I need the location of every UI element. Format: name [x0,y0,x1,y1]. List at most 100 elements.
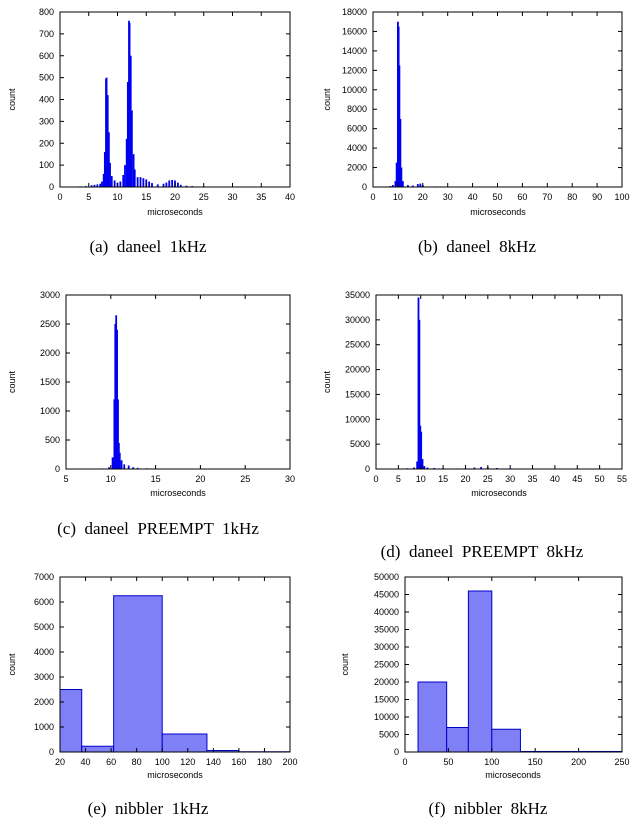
x-tick-label: 100 [155,757,170,767]
histogram-bar [473,467,476,469]
x-tick-label: 40 [550,474,560,484]
y-tick-label: 25000 [374,660,399,670]
histogram-bar [59,689,83,753]
histogram-bar [162,183,165,187]
y-tick-label: 1000 [40,406,60,416]
histogram-bar [406,185,409,187]
panel-e: count microseconds (e) nibbler 1kHz 20 40… [7,572,298,818]
x-tick-label: 100 [614,192,629,202]
histogram-bar [168,180,171,187]
y-tick-label: 40000 [374,607,399,617]
x-tick-label: 15 [151,474,161,484]
histogram-bar [401,181,404,187]
y-tick-label: 35000 [374,625,399,635]
x-tick-label: 15 [438,474,448,484]
x-tick-label: 0 [370,192,375,202]
x-tick-label: 80 [567,192,577,202]
y-tick-label: 7000 [34,572,54,582]
x-tick-label: 20 [170,192,180,202]
caption: (f) nibbler 8kHz [429,799,548,818]
histogram-bar [139,177,142,187]
y-tick-label: 25000 [345,340,370,350]
x-tick-label: 20 [195,474,205,484]
histogram-bar [480,467,483,469]
x-tick-label: 80 [132,757,142,767]
x-tick-label: 35 [528,474,538,484]
x-tick-label: 40 [468,192,478,202]
panel-d: count microseconds (d) daneel PREEMPT 8k… [322,290,627,561]
x-tick-label: 20 [55,757,65,767]
histogram-bar [93,184,96,187]
histogram-bar [110,176,113,187]
y-tick-label: 50000 [374,572,399,582]
histogram-bar [417,681,448,753]
y-tick-label: 1500 [40,377,60,387]
y-tick-label: 1000 [34,722,54,732]
x-axis-label: microseconds [471,488,527,498]
x-tick-label: 15 [141,192,151,202]
plot-frame [375,294,623,470]
x-tick-label: 40 [285,192,295,202]
panel-f: count microseconds (f) nibbler 8kHz 0 50 1… [340,572,630,818]
x-tick-label: 90 [592,192,602,202]
histogram-bar [420,431,423,469]
x-tick-label: 250 [614,757,629,767]
y-tick-label: 100 [39,160,54,170]
x-tick-label: 150 [528,757,543,767]
x-tick-label: 55 [617,474,627,484]
x-tick-label: 180 [257,757,272,767]
histogram-bar [491,728,521,753]
y-tick-label: 10000 [342,85,367,95]
y-axis-label: count [7,88,17,111]
histogram-bar [413,467,415,469]
histogram-bar [136,467,139,469]
histogram-bar [81,745,115,753]
histogram-bar [102,173,105,187]
y-tick-label: 20000 [374,677,399,687]
x-tick-label: 50 [595,474,605,484]
histogram-bar [120,460,123,469]
histogram-bar [416,184,419,187]
y-tick-label: 0 [365,464,370,474]
histogram-bar [142,178,145,187]
histogram-bar [423,466,426,469]
histogram-bar [90,185,93,187]
x-tick-label: 5 [63,474,68,484]
x-tick-label: 120 [180,757,195,767]
histogram-bar [398,65,401,187]
y-tick-label: 0 [362,182,367,192]
x-axis-label: microseconds [470,207,526,217]
x-tick-label: 10 [106,474,116,484]
x-tick-label: 20 [460,474,470,484]
x-tick-label: 40 [81,757,91,767]
histogram-bar [125,138,128,187]
histogram-bar [399,118,402,187]
x-tick-label: 25 [483,474,493,484]
histogram-bar [105,77,108,187]
x-tick-label: 0 [402,757,407,767]
x-tick-label: 30 [285,474,295,484]
histogram-bar [133,169,136,187]
histogram-bar [151,183,153,187]
caption: (c) daneel PREEMPT 1kHz [57,519,259,538]
histogram-bar [179,184,182,187]
x-axis-label: microseconds [147,207,203,217]
histogram-bar [113,180,116,187]
x-tick-label: 200 [571,757,586,767]
x-tick-label: 5 [396,474,401,484]
histogram-bar [119,181,122,187]
y-tick-label: 15000 [345,389,370,399]
x-tick-label: 60 [106,757,116,767]
x-tick-label: 35 [256,192,266,202]
y-tick-label: 6000 [347,124,367,134]
histogram-bar [132,467,135,469]
histogram-bar [108,467,110,469]
y-tick-label: 4000 [34,647,54,657]
y-axis-label: count [340,653,350,676]
histogram-bar [395,162,398,187]
histogram-bar [122,174,125,187]
x-tick-label: 10 [416,474,426,484]
x-tick-label: 200 [282,757,297,767]
x-tick-label: 30 [505,474,515,484]
